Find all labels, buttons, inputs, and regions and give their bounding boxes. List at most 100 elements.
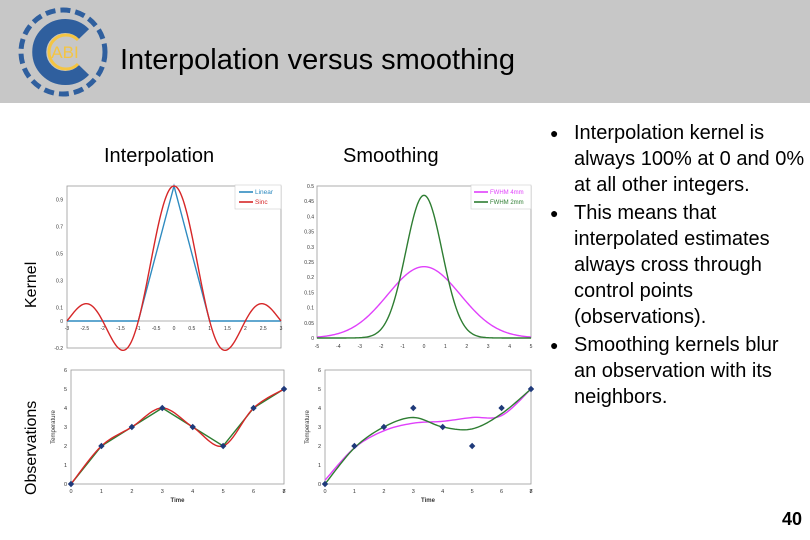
y-tick-label: 6: [64, 368, 67, 374]
x-tick-label: 5: [222, 489, 225, 495]
x-tick-label: 7: [282, 489, 285, 495]
interpolation-observations-chart: 0 1 2 3 4 5 6 0 1 2 3 4 5 6 7 8 Time Temperature: [43, 362, 290, 506]
x-tick-label: 4: [508, 344, 511, 350]
x-tick-label: -2.5: [81, 326, 90, 332]
x-tick-label: 6: [252, 489, 255, 495]
y-tick-label: 0.3: [56, 279, 63, 285]
series-line-fwhm-2mm: [317, 194, 531, 339]
legend-label: Linear: [255, 189, 274, 196]
x-tick-label: 0: [69, 489, 72, 495]
data-point: [410, 404, 417, 412]
data-point: [67, 480, 75, 488]
y-tick-label: 0: [311, 336, 314, 342]
y-tick-label: 2: [318, 444, 321, 450]
x-tick-label: 1: [208, 326, 211, 332]
x-tick-label: 0: [173, 326, 176, 332]
x-tick-label: 0: [323, 489, 326, 495]
x-tick-label: -3: [65, 326, 70, 332]
y-tick-label: 4: [318, 406, 321, 412]
y-tick-label: 0.1: [307, 306, 314, 312]
y-tick-label: 0: [60, 319, 63, 325]
x-axis-label: Time: [421, 498, 436, 504]
x-tick-label: -1: [400, 344, 405, 350]
y-tick-label: 0.3: [307, 245, 314, 251]
x-tick-label: -4: [336, 344, 341, 350]
series-line-2: [70, 388, 285, 485]
y-tick-label: 1: [318, 463, 321, 469]
y-tick-label: 1: [64, 463, 67, 469]
slide-header: ABI Interpolation versus smoothing: [0, 0, 810, 103]
x-tick-label: 2.5: [260, 326, 267, 332]
x-tick-label: 0: [423, 344, 426, 350]
y-tick-label: 3: [64, 425, 67, 431]
legend-label: Sinc: [255, 199, 268, 206]
x-tick-label: 5: [530, 344, 533, 350]
row-label-observations: Observations: [23, 400, 40, 495]
series-line-sinc: [66, 185, 282, 352]
row-label-kernel: Kernel: [23, 261, 40, 308]
legend-box: [470, 184, 532, 210]
x-tick-label: 1.5: [224, 326, 231, 332]
y-tick-label: 4: [64, 406, 67, 412]
series-line-2: [324, 388, 532, 485]
data-point: [380, 423, 388, 431]
y-tick-label: 0.45: [304, 199, 314, 205]
x-tick-label: 2: [465, 344, 468, 350]
plot-area: [66, 185, 282, 349]
abi-logo: ABI: [18, 7, 108, 97]
y-tick-label: 5: [318, 387, 321, 393]
smoothing-observations-chart: 0 1 2 3 4 5 6 0 1 2 3 4 5 6 7 8 Time Temperature: [297, 362, 537, 506]
series-line-fwhm-4mm: [316, 265, 532, 338]
page-number: 40: [781, 509, 802, 529]
legend-label: FWHM 2mm: [490, 200, 524, 206]
y-tick-label: 6: [318, 368, 321, 374]
x-tick-label: 8: [529, 489, 532, 495]
x-tick-label: 2: [244, 326, 247, 332]
x-tick-label: -2: [379, 344, 384, 350]
y-tick-label: 0: [64, 482, 67, 488]
x-tick-label: -2: [100, 326, 105, 332]
x-tick-label: 2: [382, 489, 385, 495]
data-point: [321, 480, 329, 488]
data-point: [159, 404, 166, 412]
y-tick-label: 0.5: [307, 184, 314, 190]
x-tick-label: 3: [487, 344, 490, 350]
y-tick-label: 0.05: [304, 321, 314, 327]
smoothing-kernel-chart: 0 0.05 0.1 0.15 0.2 0.25 0.3 0.35 0.4 0.45 0.5 -5 -4…: [297, 178, 537, 356]
data-point: [351, 442, 358, 450]
y-tick-label: 3: [318, 425, 321, 431]
x-tick-label: -1: [136, 326, 141, 332]
column-label-smoothing: Smoothing: [343, 145, 439, 167]
x-tick-label: 3: [161, 489, 164, 495]
data-point: [527, 385, 535, 393]
y-tick-label: 0.2: [307, 275, 314, 281]
x-tick-label: 0.5: [188, 326, 195, 332]
bullet-item: ● Smoothing kernels blur an observation w…: [550, 334, 779, 408]
x-tick-label: 5: [471, 489, 474, 495]
y-tick-label: -0.2: [54, 346, 63, 352]
slide-title: Interpolation versus smoothing: [120, 44, 515, 76]
y-tick-label: 0.9: [56, 198, 63, 204]
data-point: [189, 423, 196, 431]
x-axis-label: Time: [171, 498, 186, 504]
legend-label: FWHM 4mm: [490, 190, 524, 196]
x-tick-label: 8: [282, 489, 285, 495]
x-tick-label: -1.5: [116, 326, 125, 332]
y-tick-label: 0.35: [304, 230, 314, 236]
interpolation-kernel-chart: -0.2 0 0.1 0.3 0.5 0.7 0.9 -3 -2.5 -2 -1.5 -1 -0.5 0 0…: [43, 178, 290, 356]
x-tick-label: 3: [412, 489, 415, 495]
plot-area: [70, 369, 285, 485]
data-point: [219, 442, 227, 450]
x-tick-label: 3: [280, 326, 283, 332]
y-tick-label: 0.4: [307, 214, 314, 220]
y-tick-label: 5: [64, 387, 67, 393]
logo-text: ABI: [51, 43, 78, 62]
data-point: [250, 404, 257, 412]
y-tick-label: 0.1: [56, 306, 63, 312]
x-tick-label: 2: [130, 489, 133, 495]
plot-area: [316, 185, 532, 339]
y-tick-label: 0: [318, 482, 321, 488]
plot-area: [324, 369, 532, 485]
y-axis-label: Temperature: [305, 409, 311, 443]
data-point: [128, 423, 136, 431]
